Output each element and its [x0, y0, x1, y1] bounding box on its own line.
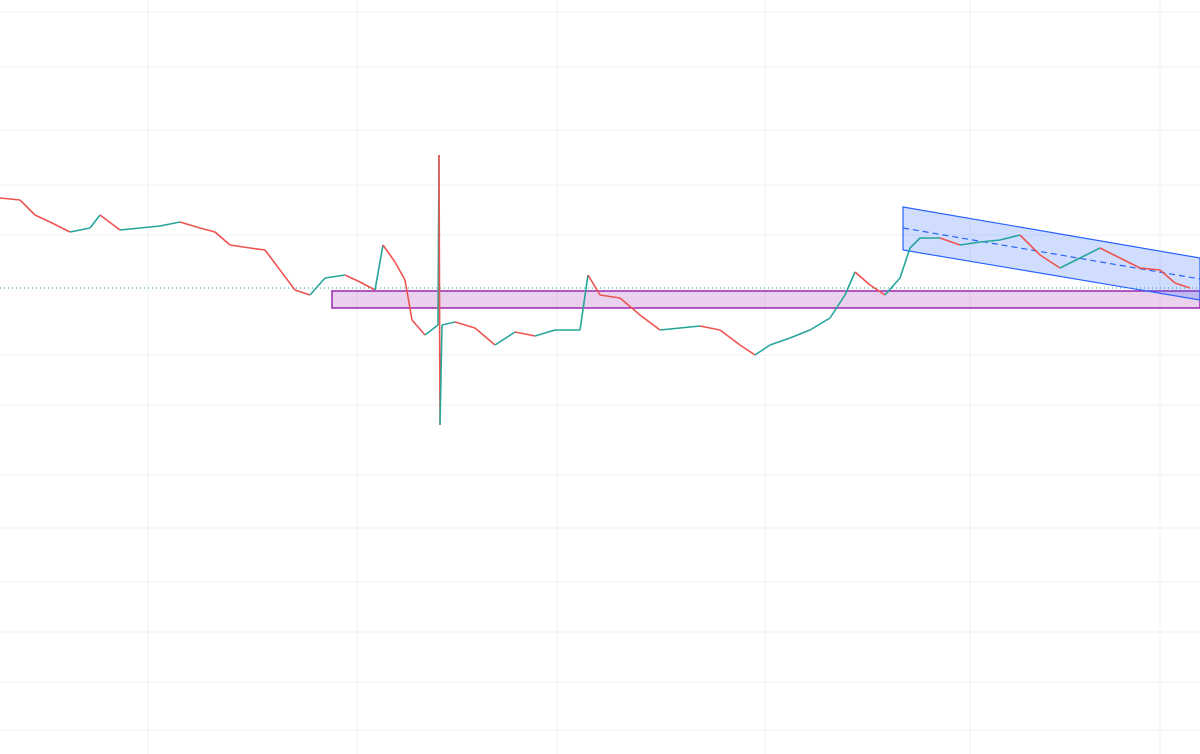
price-segment: [599, 294, 621, 299]
price-segment: [0, 197, 21, 201]
price-segment: [514, 331, 536, 337]
price-segment: [214, 231, 231, 246]
price-segment: [294, 289, 311, 296]
price-segment: [359, 281, 376, 291]
price-segment: [344, 274, 361, 283]
price-segment: [1059, 257, 1081, 269]
price-segment: [474, 327, 496, 346]
price-segment: [139, 225, 161, 229]
price-segment: [99, 214, 121, 231]
price-segment: [264, 249, 281, 271]
price-segment: [959, 241, 981, 246]
zone-rectangle[interactable]: [331, 290, 1200, 309]
price-segment: [1119, 257, 1141, 269]
price-segment: [309, 277, 326, 296]
price-segment: [229, 244, 251, 249]
price-segment: [49, 221, 71, 233]
price-segment: [439, 324, 443, 426]
price-segment: [89, 214, 101, 229]
price-segment: [438, 154, 441, 426]
channel-midline: [902, 227, 1200, 280]
price-segment: [1099, 247, 1121, 259]
price-segment: [279, 269, 296, 291]
price-segment: [394, 261, 406, 281]
price-segment: [1139, 267, 1161, 271]
price-segment: [382, 244, 396, 263]
price-segment: [579, 274, 589, 331]
price-segment: [324, 274, 346, 279]
price-segment: [909, 237, 921, 249]
price-segment: [441, 321, 456, 326]
price-segment: [899, 247, 911, 279]
price-segment: [854, 271, 871, 286]
price-segment: [199, 227, 216, 233]
price-segment: [809, 317, 831, 331]
price-segment: [179, 221, 201, 229]
price-segment: [374, 244, 384, 291]
price-segment: [639, 314, 661, 331]
price-segment: [1039, 254, 1061, 269]
price-segment: [34, 214, 51, 223]
price-segment: [1079, 247, 1101, 259]
price-segment: [119, 227, 141, 231]
price-segment: [699, 325, 721, 331]
price-segment: [719, 329, 741, 346]
price-segment: [69, 227, 91, 233]
price-segment: [424, 324, 439, 336]
price-segment: [454, 321, 476, 329]
price-segment: [679, 325, 701, 329]
price-segment: [587, 274, 601, 296]
price-segment: [659, 327, 681, 331]
price-segment: [869, 284, 886, 296]
price-segment: [249, 247, 266, 251]
price-segment: [619, 297, 641, 316]
price-segment: [1019, 234, 1041, 256]
price-segment: [829, 294, 846, 319]
price-segment: [19, 199, 36, 216]
price-segment: [1174, 282, 1191, 289]
price-segment: [494, 331, 516, 346]
price-segment: [789, 329, 811, 339]
price-segment: [1159, 269, 1176, 284]
price-segment: [739, 344, 756, 356]
price-segment: [844, 271, 856, 296]
price-segment: [754, 344, 771, 356]
price-segment: [411, 319, 426, 336]
price-segment: [159, 221, 181, 227]
price-segment: [534, 329, 556, 337]
price-segment: [884, 277, 901, 296]
price-segment: [979, 239, 1001, 243]
price-series: [0, 154, 1191, 426]
price-segment: [939, 237, 961, 246]
price-segment: [999, 234, 1021, 241]
price-segment: [404, 279, 413, 321]
price-segment: [769, 337, 791, 346]
